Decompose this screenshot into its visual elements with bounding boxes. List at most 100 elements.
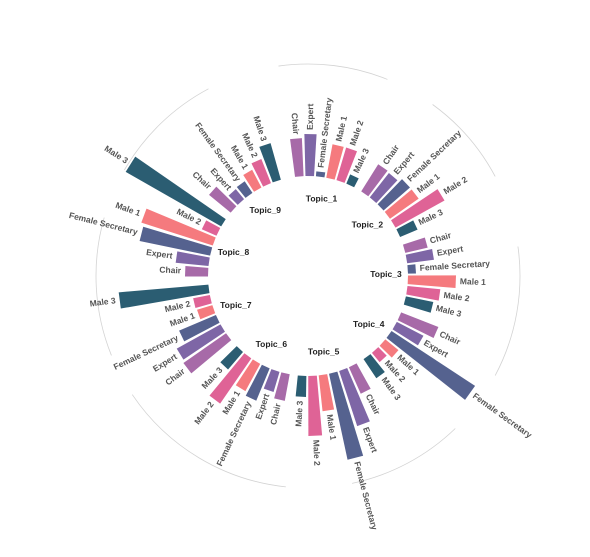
bar-topic-9-expert (228, 189, 245, 205)
bar-label-topic-4-female-secretary: Female Secretary (471, 391, 534, 440)
bar-topic-8-male-1 (141, 208, 216, 246)
bar-label-topic-1-male-2: Male 2 (347, 119, 365, 147)
bar-topic-5-male-3 (295, 375, 307, 397)
bar-label-topic-1-chair: Chair (289, 112, 301, 135)
grid-arc-1 (432, 104, 496, 177)
group-label-topic-9: Topic_9 (250, 205, 282, 215)
bar-label-topic-5-expert: Expert (361, 426, 380, 454)
bar-label-topic-8-male-1: Male 1 (114, 200, 142, 218)
bar-topic-9-chair (209, 186, 237, 213)
bar-topic-5-male-2 (308, 375, 323, 436)
bar-topic-2-chair (361, 164, 388, 197)
bar-topic-9-male-3 (259, 143, 281, 183)
bars-layer (118, 134, 476, 460)
grid-arc-5 (95, 217, 112, 356)
bar-label-topic-5-male-3: Male 3 (293, 400, 305, 427)
bar-topic-3-female-secretary (407, 264, 416, 274)
bar-topic-5-chair (348, 363, 371, 394)
bar-topic-8-chair (185, 266, 209, 277)
bar-topic-7-chair (183, 333, 232, 374)
grid-layer (95, 63, 521, 488)
bar-topic-2-male-3 (396, 220, 418, 238)
bar-label-topic-7-male-3: Male 3 (89, 295, 116, 308)
bar-label-topic-5-female-secretary: Female Secretary (352, 460, 379, 531)
bar-topic-6-male-3 (220, 346, 243, 370)
bar-topic-9-female-secretary (236, 181, 253, 198)
bar-label-topic-3-chair: Chair (429, 230, 453, 246)
bar-topic-2-expert (369, 172, 398, 203)
grid-arc-6 (124, 88, 209, 171)
bar-label-topic-1-male-1: Male 1 (333, 115, 349, 143)
bar-topic-4-male-2 (371, 347, 387, 363)
bar-label-topic-3-male-1: Male 1 (460, 276, 487, 287)
bar-topic-8-male-3 (125, 156, 226, 227)
group-label-topic-5: Topic_5 (308, 347, 340, 357)
bar-topic-1-male-3 (346, 174, 359, 188)
bar-topic-4-chair (397, 312, 439, 338)
bar-label-topic-6-male-2: Male 2 (192, 399, 216, 426)
bar-topic-2-male-1 (384, 189, 419, 219)
bar-label-topic-1-expert: Expert (305, 103, 315, 130)
bar-label-topic-5-chair: Chair (364, 392, 383, 417)
bar-topic-3-male-2 (406, 286, 441, 301)
bar-topic-2-female-secretary (377, 179, 410, 211)
bar-topic-9-male-2 (251, 158, 271, 187)
bar-topic-3-expert (405, 249, 434, 264)
bar-topic-1-male-1 (326, 144, 344, 180)
group-label-topic-2: Topic_2 (352, 220, 384, 230)
bar-topic-7-expert (176, 324, 225, 360)
bar-label-topic-2-male-2: Male 2 (442, 174, 470, 196)
bar-label-topic-5-male-1: Male 1 (325, 414, 339, 441)
bar-topic-4-expert (392, 321, 424, 346)
group-label-topic-4: Topic_4 (353, 319, 385, 329)
bar-label-topic-9-male-3: Male 3 (251, 115, 269, 143)
group-label-topic-7: Topic_7 (220, 300, 252, 310)
bar-topic-1-male-2 (336, 147, 358, 183)
group-label-topic-1: Topic_1 (306, 193, 338, 203)
bar-topic-6-female-secretary (245, 364, 270, 401)
bar-label-topic-8-expert: Expert (146, 247, 174, 261)
bar-topic-8-male-2 (201, 220, 221, 236)
bar-label-topic-8-chair: Chair (159, 265, 182, 276)
bar-topic-5-female-secretary (329, 371, 364, 460)
bar-topic-4-female-secretary (386, 330, 476, 400)
bar-topic-2-male-2 (391, 189, 445, 228)
bar-topic-4-male-1 (379, 339, 399, 358)
bar-label-topic-3-male-3: Male 3 (435, 303, 463, 319)
bar-topic-7-male-3 (118, 284, 210, 309)
bar-topic-3-male-1 (407, 275, 456, 289)
bar-label-topic-3-male-2: Male 2 (443, 290, 470, 304)
bar-topic-4-male-3 (363, 354, 385, 379)
bar-topic-6-chair (274, 372, 290, 401)
bar-topic-6-male-2 (209, 353, 252, 404)
bar-label-topic-6-chair: Chair (268, 402, 283, 426)
grid-arc-2 (494, 246, 521, 376)
bar-label-topic-7-chair: Chair (163, 366, 187, 388)
grid-arc-3 (351, 428, 456, 484)
bar-topic-5-male-1 (318, 374, 335, 412)
group-label-topic-8: Topic_8 (218, 247, 250, 257)
bar-topic-7-male-1 (197, 305, 216, 320)
group-label-topic-3: Topic_3 (370, 269, 402, 279)
bar-label-topic-5-male-2: Male 2 (311, 440, 322, 467)
bar-topic-1-expert (304, 134, 317, 177)
bar-topic-5-expert (339, 368, 370, 427)
grid-arc-0 (278, 63, 388, 80)
bar-topic-6-expert (263, 369, 280, 392)
bar-topic-9-male-1 (243, 169, 262, 192)
bar-topic-3-chair (402, 237, 428, 253)
bar-topic-6-male-1 (235, 359, 261, 392)
bar-topic-7-female-secretary (179, 314, 220, 342)
bar-label-topic-3-expert: Expert (436, 244, 464, 258)
bar-topic-3-male-3 (403, 296, 434, 313)
bar-topic-7-male-2 (193, 294, 212, 308)
bar-topic-8-expert (175, 251, 210, 266)
bar-label-topic-4-chair: Chair (438, 329, 463, 347)
bar-label-topic-7-female-secretary: Female Secretary (112, 332, 180, 371)
bar-label-topic-8-male-3: Male 3 (103, 143, 131, 165)
group-label-topic-6: Topic_6 (256, 339, 288, 349)
bar-topic-1-female-secretary (315, 171, 326, 178)
grid-arc-4 (131, 394, 286, 488)
